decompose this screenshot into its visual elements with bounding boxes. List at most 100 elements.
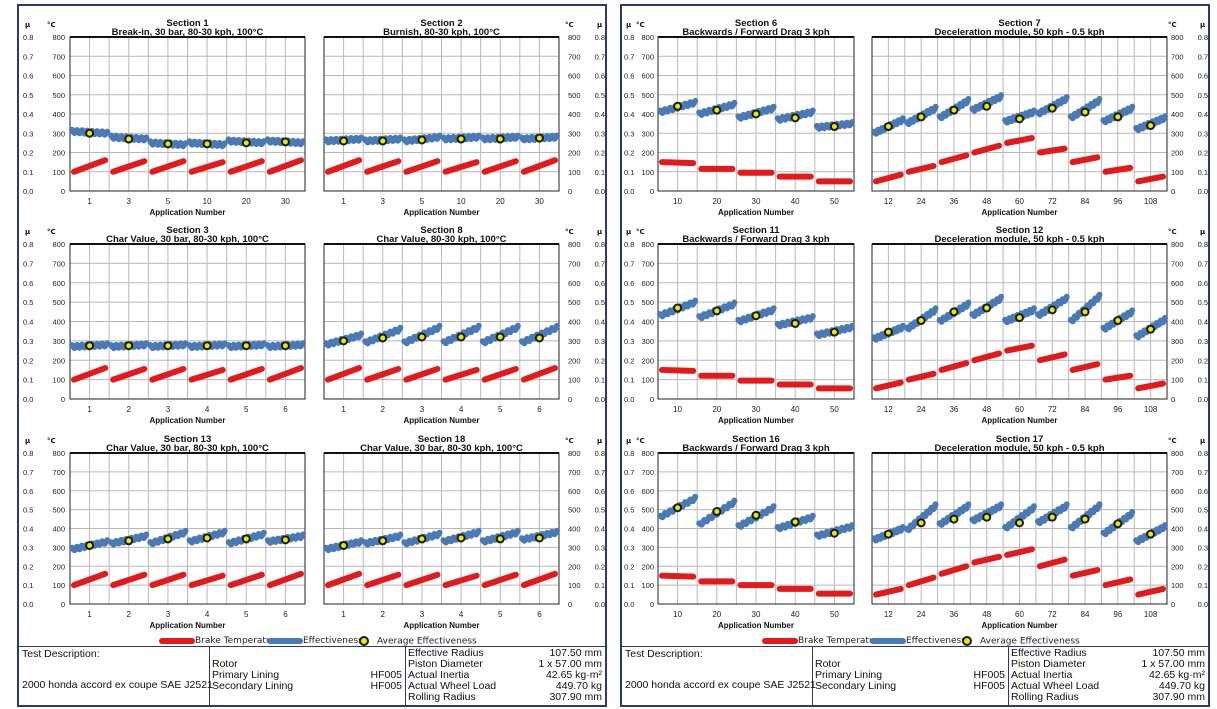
chart-subtitle: Deceleration module, 50 kph - 0.5 kph	[935, 443, 1105, 454]
mu-tick-label: 0.6	[23, 72, 33, 81]
spec-value: 307.90 mm	[549, 691, 602, 703]
mu-tick-label: 0.1	[595, 168, 605, 177]
chart-title: Section 3	[166, 225, 208, 236]
average-effectiveness-marker	[417, 135, 427, 145]
average-effectiveness-marker	[916, 112, 926, 122]
mu-tick-label: 0.3	[1198, 543, 1208, 552]
mu-tick-label: 0.2	[624, 149, 634, 158]
mu-axis-symbol: μ	[1200, 21, 1205, 29]
legend-eff-swatch	[870, 637, 906, 644]
average-effectiveness-marker	[339, 336, 349, 346]
average-effectiveness-marker	[829, 122, 839, 132]
spec-value: 449.70 kg	[1158, 680, 1205, 692]
x-tick-label: 2	[381, 405, 386, 414]
temp-tick-label: 300	[641, 543, 654, 552]
temp-tick-label: 600	[568, 279, 581, 288]
temp-tick-label: 400	[1171, 110, 1184, 119]
mu-tick-label: 0.5	[624, 91, 634, 100]
temp-tick-label: 400	[641, 525, 654, 534]
x-tick-label: 108	[1144, 197, 1158, 206]
x-tick-label: 50	[830, 197, 839, 206]
mu-tick-label: 0.4	[624, 318, 634, 327]
average-effectiveness-marker	[751, 510, 761, 520]
brake-temperature-segment	[659, 572, 697, 580]
spec-value: 449.70 kg	[555, 680, 602, 692]
spec-label: Effective Radius	[408, 647, 484, 659]
component-label: Secondary Lining	[212, 680, 294, 692]
x-tick-label: 6	[283, 610, 288, 619]
brake-temperature-segment	[149, 365, 187, 383]
mu-tick-label: 0.7	[1198, 468, 1208, 477]
temp-tick-label: 200	[1171, 149, 1184, 158]
brake-temperature-segment	[227, 365, 265, 383]
x-axis-label: Application Number	[149, 208, 225, 217]
mu-tick-label: 0.6	[23, 487, 33, 496]
x-tick-label: 12	[884, 405, 893, 414]
temp-tick-label: 700	[52, 468, 65, 477]
spec-label: Actual Inertia	[408, 669, 470, 681]
average-effectiveness-marker	[790, 517, 800, 527]
x-axis-label: Application Number	[718, 416, 794, 425]
component-label: Secondary Lining	[815, 680, 897, 692]
temp-tick-label: 200	[52, 562, 65, 571]
mu-tick-label: 0.5	[595, 298, 605, 307]
average-effectiveness-marker	[417, 534, 427, 544]
average-effectiveness-marker	[456, 332, 466, 342]
mu-tick-label: 0.8	[595, 240, 605, 249]
brake-temperature-segment	[1135, 585, 1166, 598]
mu-tick-label: 0.0	[595, 600, 605, 609]
mu-tick-label: 0.5	[624, 298, 634, 307]
mu-tick-label: 0.8	[23, 240, 33, 249]
temp-tick-label: 300	[641, 337, 654, 346]
temp-tick-label: 600	[641, 72, 654, 81]
x-tick-label: 12	[884, 197, 893, 206]
brake-temperature-segment	[905, 162, 937, 175]
temp-tick-label: 800	[568, 33, 581, 42]
mu-tick-label: 0.2	[595, 149, 605, 158]
average-effectiveness-marker	[712, 105, 722, 115]
mu-tick-label: 0.7	[595, 468, 605, 477]
x-tick-label: 2	[381, 610, 386, 619]
brake-temperature-segment	[1069, 154, 1101, 166]
x-tick-label: 1	[87, 610, 92, 619]
temp-tick-label: 300	[52, 543, 65, 552]
temp-tick-label: 400	[568, 110, 581, 119]
chart-subtitle: Deceleration module, 50 kph - 0.5 kph	[935, 234, 1105, 245]
legend-eff-label: Effectiveness	[303, 636, 363, 646]
mu-tick-label: 0.5	[23, 298, 33, 307]
mu-tick-label: 0.1	[595, 376, 605, 385]
mu-tick-label: 0.8	[23, 33, 33, 42]
mu-tick-label: 0.2	[23, 562, 33, 571]
average-effectiveness-marker	[916, 518, 926, 528]
chart-title: Section 7	[998, 18, 1040, 29]
brake-temperature-segment	[971, 553, 1003, 566]
x-axis-label: Application Number	[403, 208, 479, 217]
temp-axis-symbol: °C	[636, 228, 645, 236]
mu-tick-label: 0.8	[624, 33, 634, 42]
temp-tick-label: 700	[1171, 468, 1184, 477]
left-legend: Brake Temperature Effectiveness Average …	[19, 636, 605, 650]
average-effectiveness-marker	[339, 136, 349, 146]
mu-tick-label: 0.6	[595, 72, 605, 81]
x-tick-label: 30	[752, 610, 761, 619]
x-tick-label: 4	[205, 405, 210, 414]
mu-tick-label: 0.4	[1198, 110, 1208, 119]
spec-row: Actual Inertia 42.65 kg·m²	[408, 670, 602, 681]
legend-eff-label: Effectiveness	[906, 636, 966, 646]
x-tick-label: 108	[1144, 405, 1158, 414]
mu-axis-symbol: μ	[597, 228, 602, 236]
mu-axis-symbol: μ	[626, 21, 631, 29]
mu-tick-label: 0.6	[595, 279, 605, 288]
brake-temperature-segment	[266, 365, 304, 383]
x-tick-label: 6	[283, 405, 288, 414]
temp-tick-label: 500	[568, 298, 581, 307]
temp-tick-label: 0	[650, 187, 654, 196]
mu-axis-symbol: μ	[25, 228, 30, 236]
mu-tick-label: 0.4	[624, 110, 634, 119]
mu-tick-label: 0.6	[624, 279, 634, 288]
mu-tick-label: 0.0	[23, 187, 33, 196]
x-axis-label: Application Number	[149, 621, 225, 630]
mu-tick-label: 0.7	[624, 259, 634, 268]
